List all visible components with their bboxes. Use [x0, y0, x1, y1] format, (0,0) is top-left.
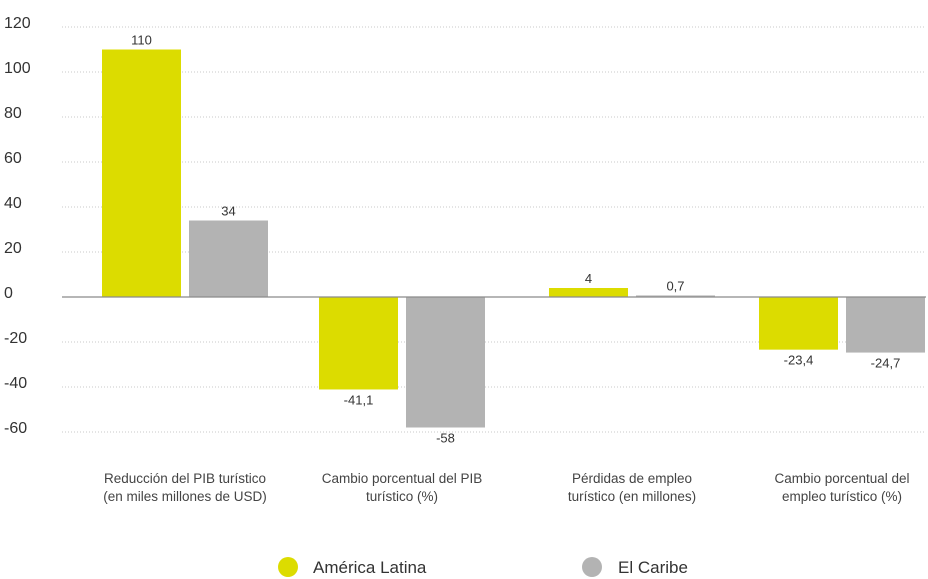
bar-america-latina [102, 49, 181, 297]
bar-el-caribe [189, 220, 268, 297]
category-label: turístico (en millones) [568, 489, 696, 504]
category-label: Cambio porcentual del PIB [322, 471, 483, 486]
legend-label: El Caribe [618, 558, 688, 577]
category-label: (en miles millones de USD) [103, 489, 267, 504]
data-label: 0,7 [666, 278, 684, 293]
bar-america-latina [759, 297, 838, 350]
legend-label: América Latina [313, 558, 427, 577]
y-tick-label: 20 [4, 240, 22, 257]
y-tick-label: 120 [4, 15, 31, 32]
category-label: Pérdidas de empleo [572, 471, 692, 486]
y-axis-ticks: 120 100 80 60 40 20 0 -20 -40 -60 [4, 15, 31, 437]
bar-el-caribe [406, 297, 485, 428]
data-label: 34 [221, 204, 235, 219]
y-tick-label: 0 [4, 285, 13, 302]
data-label: -23,4 [784, 353, 814, 368]
bar-el-caribe [636, 295, 715, 297]
category-label: turístico (%) [366, 489, 438, 504]
y-tick-label: -20 [4, 330, 27, 347]
category-label: Reducción del PIB turístico [104, 471, 266, 486]
category-label: Cambio porcentual del [774, 471, 909, 486]
y-tick-label: 40 [4, 195, 22, 212]
bar-america-latina [319, 297, 398, 390]
y-tick-label: 60 [4, 150, 22, 167]
category-labels: Reducción del PIB turístico (en miles mil… [103, 471, 909, 504]
legend-marker [582, 557, 602, 577]
legend: América Latina El Caribe [278, 557, 688, 577]
y-tick-label: -60 [4, 420, 27, 437]
bars [102, 49, 925, 428]
data-label: 110 [131, 33, 152, 48]
data-label: 4 [585, 271, 592, 286]
data-label: -58 [436, 431, 455, 446]
legend-marker [278, 557, 298, 577]
data-labels: 110 -41,1 4 -23,4 34 -58 0,7 -24,7 [131, 33, 900, 446]
bar-america-latina [549, 288, 628, 297]
bar-el-caribe [846, 297, 925, 353]
y-tick-label: -40 [4, 375, 27, 392]
y-tick-label: 100 [4, 60, 31, 77]
data-label: -41,1 [344, 392, 374, 407]
data-label: -24,7 [871, 356, 901, 371]
category-label: empleo turístico (%) [782, 489, 902, 504]
y-tick-label: 80 [4, 105, 22, 122]
